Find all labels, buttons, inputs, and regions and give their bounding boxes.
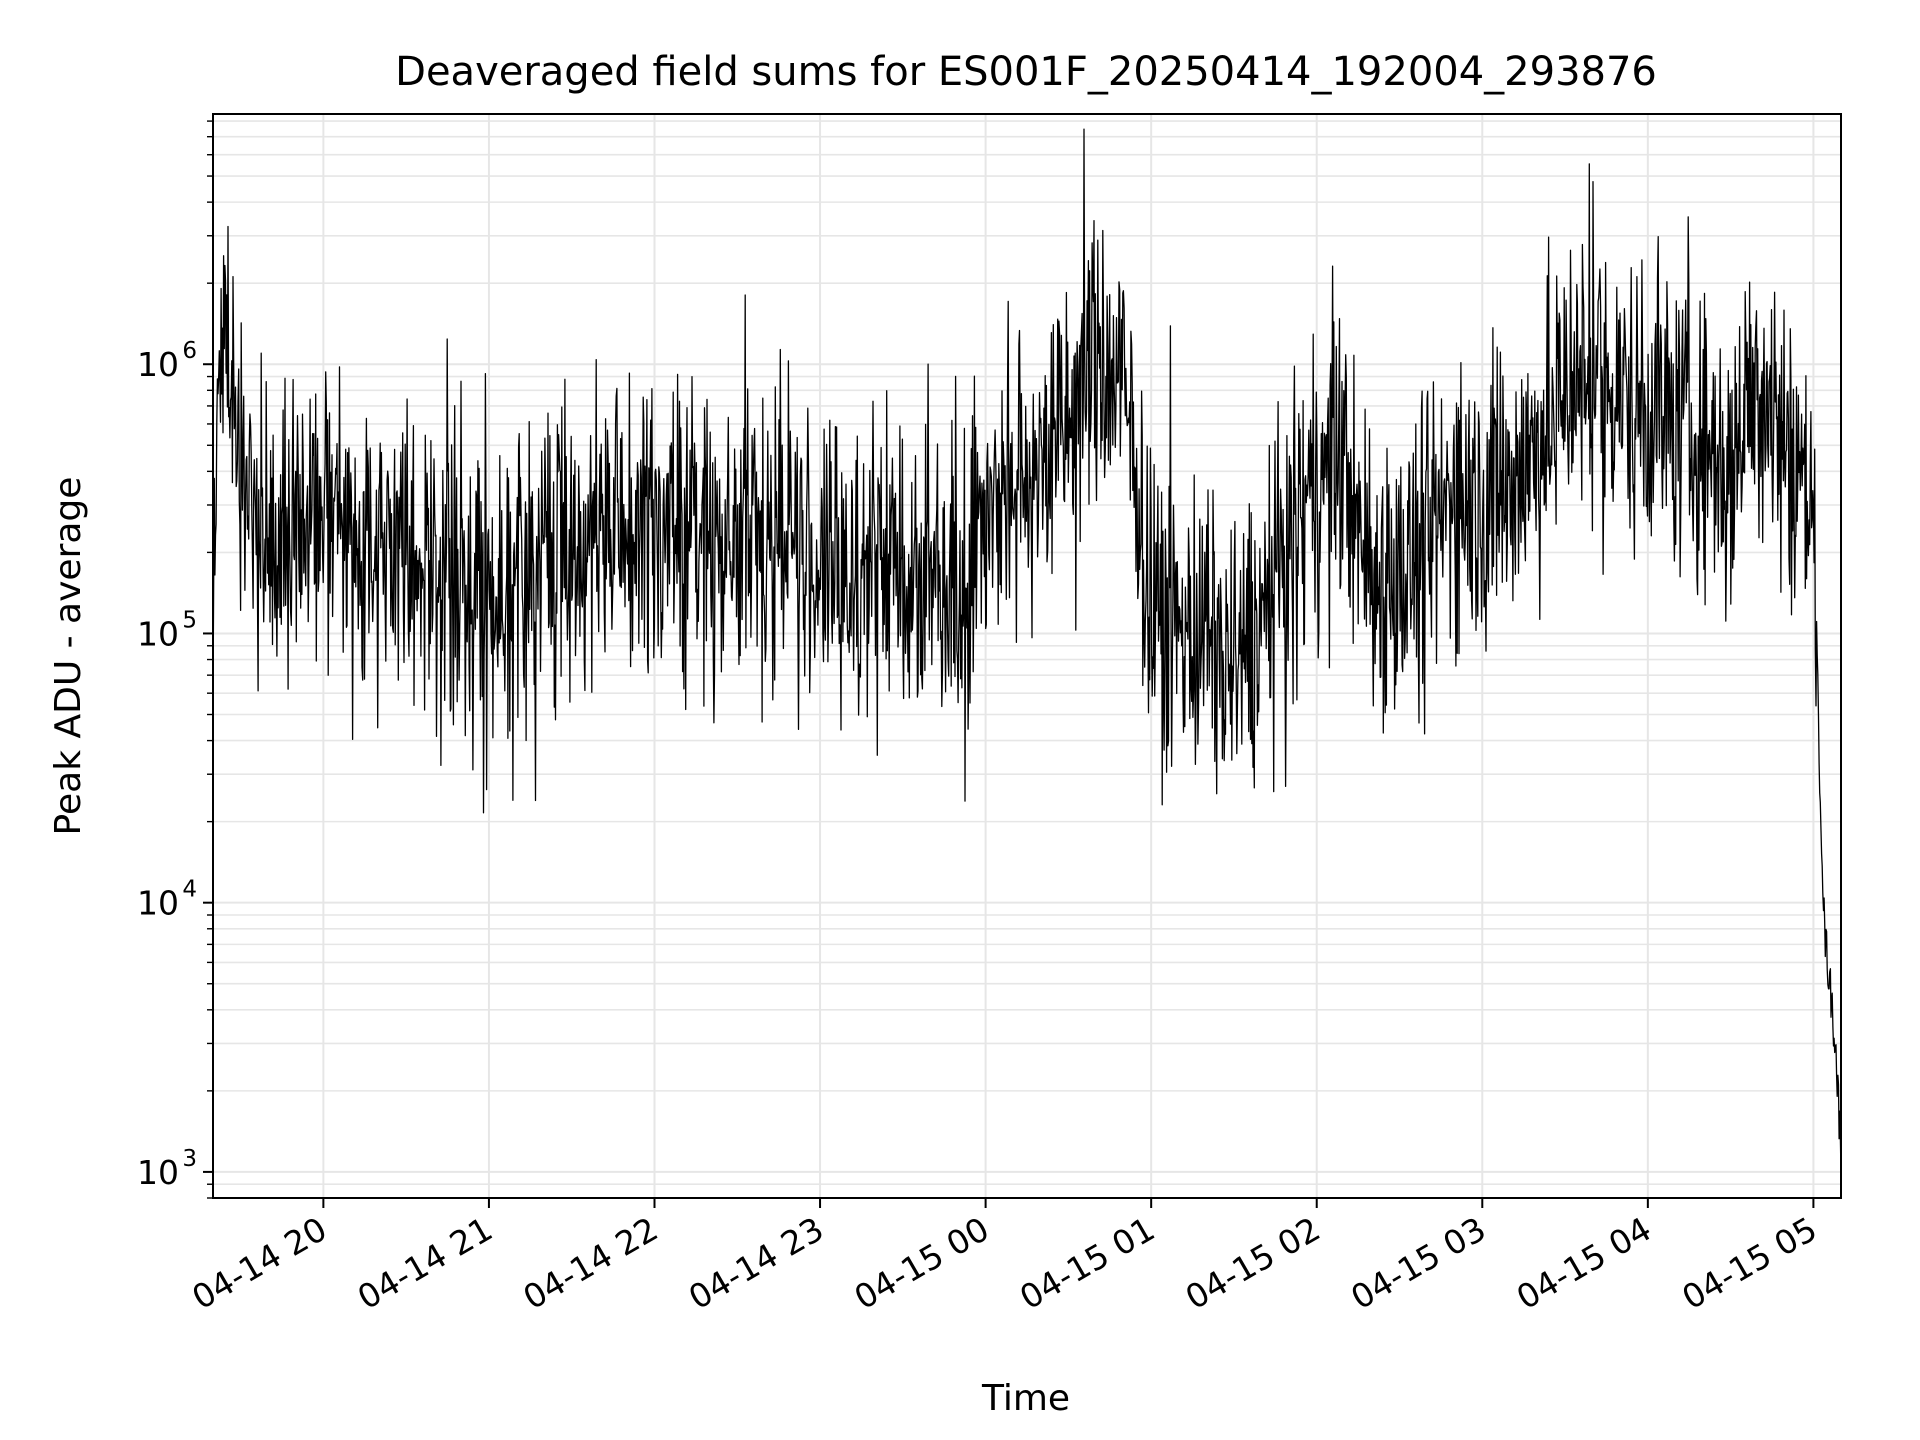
y-axis-label: Peak ADU - average	[48, 477, 89, 836]
y-tick-label: 10	[137, 614, 179, 653]
y-tick-label: 10	[137, 345, 179, 384]
series-line-path	[212, 128, 1842, 1176]
y-tick-exponent: 6	[182, 338, 197, 364]
data-series-line	[212, 128, 1842, 1176]
chart-title: Deaveraged field sums for ES001F_2025041…	[395, 49, 1657, 95]
y-tick-label: 10	[137, 1153, 179, 1192]
y-tick-label: 10	[137, 884, 179, 923]
grid-lines	[213, 114, 1841, 1199]
y-tick-exponent: 4	[182, 877, 197, 903]
plot-frame	[212, 113, 1842, 1199]
y-tick-exponent: 5	[182, 607, 197, 633]
x-axis-label: Time	[981, 1378, 1070, 1419]
y-tick-exponent: 3	[182, 1146, 197, 1172]
